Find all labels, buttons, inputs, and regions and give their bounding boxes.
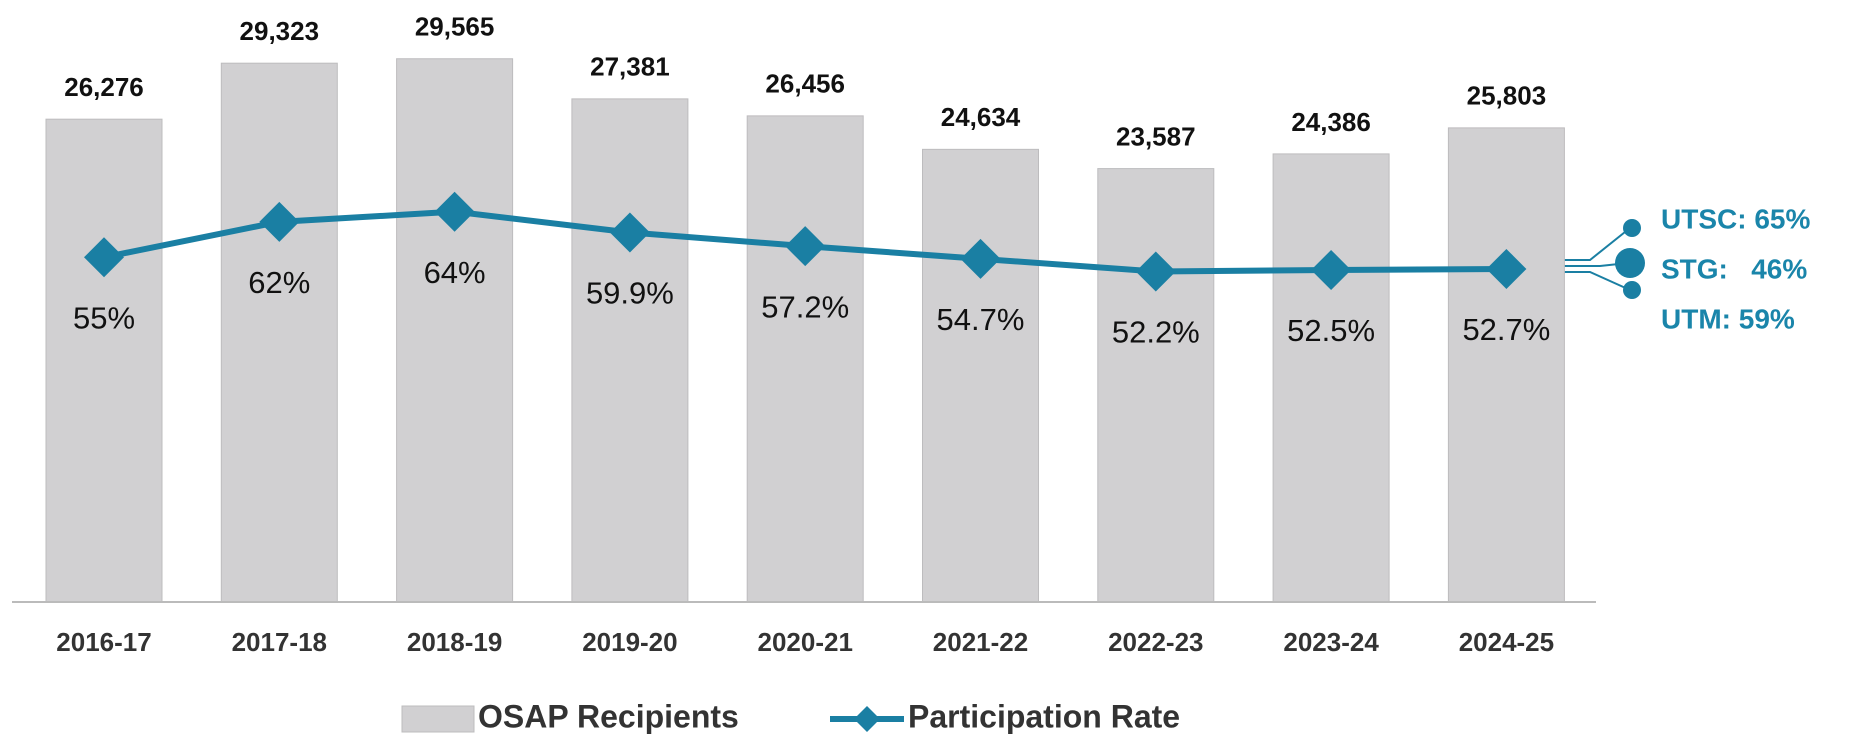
line-marker — [434, 191, 475, 232]
bar-value-label: 26,276 — [64, 72, 144, 102]
bar — [746, 115, 864, 603]
bar-value-label: 24,386 — [1291, 107, 1371, 137]
line-marker — [1311, 249, 1352, 290]
line-marker — [1486, 248, 1527, 289]
bar-value-label: 29,565 — [415, 12, 495, 42]
line-value-label: 57.2% — [761, 289, 849, 324]
legend-label: OSAP Recipients — [478, 698, 739, 734]
bar-value-label: 25,803 — [1467, 81, 1547, 111]
x-tick-label: 2023-24 — [1283, 627, 1379, 657]
bar — [45, 118, 163, 603]
x-tick-label: 2020-21 — [757, 627, 852, 657]
annotation: UTSC: 65% — [1661, 203, 1810, 234]
x-tick-label: 2018-19 — [407, 627, 502, 657]
line-marker — [785, 226, 826, 267]
line-value-label: 52.7% — [1462, 312, 1550, 347]
bar — [1447, 127, 1565, 603]
bar — [1097, 168, 1215, 603]
x-tick-label: 2021-22 — [933, 627, 1028, 657]
line-value-label: 52.5% — [1287, 313, 1375, 348]
line-value-label: 62% — [248, 265, 310, 300]
bar-value-label: 26,456 — [765, 69, 845, 99]
bar — [922, 148, 1039, 603]
line-value-label: 52.2% — [1112, 315, 1200, 350]
line-marker — [1135, 251, 1176, 292]
x-tick-label: 2024-25 — [1459, 627, 1554, 657]
line-marker — [84, 237, 124, 278]
line-marker — [259, 201, 300, 242]
line-value-label: 59.9% — [586, 276, 674, 311]
bar — [1272, 153, 1390, 603]
annotation-dot — [1615, 248, 1645, 278]
line-marker — [960, 238, 1001, 279]
annotation: UTM: 59% — [1661, 303, 1795, 334]
bar — [396, 58, 514, 603]
annotation: STG: 46% — [1661, 253, 1807, 284]
line-value-label: 64% — [424, 255, 486, 290]
bar-value-label: 29,323 — [240, 16, 320, 46]
legend-label: Participation Rate — [908, 698, 1180, 734]
bar — [571, 98, 689, 603]
legend-swatch — [854, 706, 880, 732]
annotation-dot — [1623, 281, 1641, 299]
bar-value-label: 24,634 — [941, 102, 1021, 132]
bar-value-label: 27,381 — [590, 52, 670, 82]
bar — [220, 62, 338, 603]
x-tick-label: 2019-20 — [582, 627, 677, 657]
x-tick-label: 2016-17 — [56, 627, 151, 657]
annotation-dot — [1623, 219, 1641, 237]
x-tick-label: 2017-18 — [232, 627, 327, 657]
line-marker — [609, 212, 650, 253]
bar-value-label: 23,587 — [1116, 121, 1196, 151]
legend-swatch — [401, 705, 475, 733]
x-tick-label: 2022-23 — [1108, 627, 1203, 657]
line-value-label: 55% — [73, 300, 135, 335]
line-value-label: 54.7% — [937, 302, 1025, 337]
